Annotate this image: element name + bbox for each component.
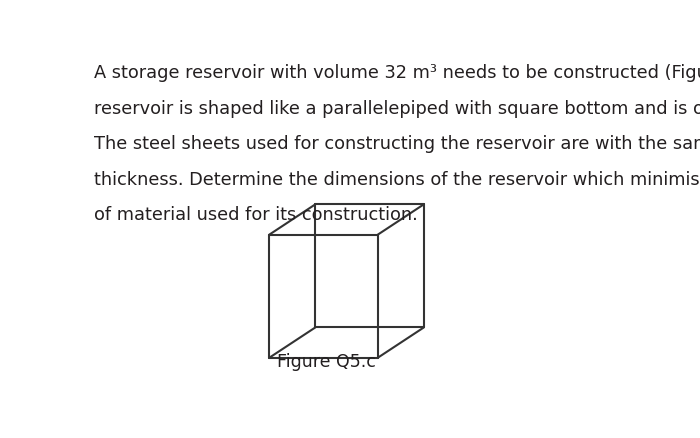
Text: The steel sheets used for constructing the reservoir are with the same uniform: The steel sheets used for constructing t…: [94, 135, 700, 153]
Text: Figure Q5.c: Figure Q5.c: [276, 353, 376, 371]
Text: reservoir is shaped like a parallelepiped with square bottom and is open on top.: reservoir is shaped like a parallelepipe…: [94, 100, 700, 118]
Text: A storage reservoir with volume 32 m³ needs to be constructed (Figure Q5.c). The: A storage reservoir with volume 32 m³ ne…: [94, 64, 700, 82]
Text: thickness. Determine the dimensions of the reservoir which minimise the amount: thickness. Determine the dimensions of t…: [94, 171, 700, 189]
Text: of material used for its construction.: of material used for its construction.: [94, 206, 418, 224]
